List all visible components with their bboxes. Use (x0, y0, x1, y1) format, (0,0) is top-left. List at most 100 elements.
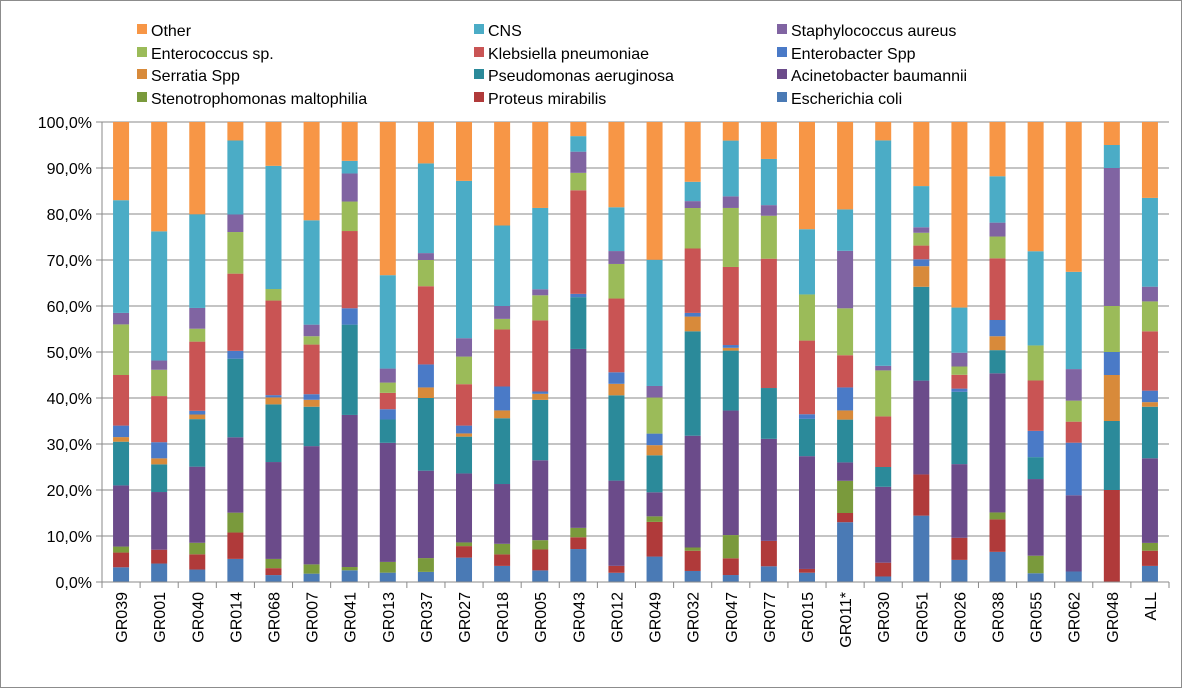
bar-segment (570, 527, 587, 538)
bar-segment (417, 364, 434, 388)
y-tick-label: 0,0% (56, 575, 92, 592)
bar-segment (570, 122, 587, 137)
x-category-label: GR062 (1067, 592, 1084, 643)
x-category-label: GR055 (1029, 592, 1046, 643)
bar-segment (265, 289, 282, 301)
bar-segment (456, 338, 473, 357)
bar-segment (532, 399, 549, 461)
bar-segment (684, 248, 701, 313)
bar-segment (570, 537, 587, 550)
bar-segment (151, 563, 168, 582)
x-category-label: GR068 (266, 592, 283, 643)
bar-segment (684, 316, 701, 332)
bar-segment (1065, 369, 1082, 401)
gridlines (96, 121, 1169, 583)
x-category-label: GR027 (457, 592, 474, 643)
bar-segment (417, 558, 434, 572)
bar-segment (684, 122, 701, 182)
bar-segment (303, 336, 320, 345)
bar-segment (837, 209, 854, 251)
bar-segment (837, 522, 854, 582)
bar-segment (303, 344, 320, 395)
bar-segment (341, 173, 358, 202)
legend-swatch (474, 92, 484, 102)
legend-label: Enterococcus sp. (151, 46, 274, 63)
bar-segment (341, 201, 358, 232)
bar-segment (189, 414, 206, 420)
bar-segment (722, 207, 739, 267)
bar-segment (189, 341, 206, 411)
bar-segment (646, 455, 663, 493)
x-category-label: GR077 (762, 592, 779, 643)
bar-segment (837, 462, 854, 481)
bar-segment (532, 391, 549, 394)
bar-segment (189, 419, 206, 467)
bar-segment (227, 273, 244, 351)
bar-segment (989, 176, 1006, 223)
bar-segment (951, 391, 968, 465)
bar-segment (570, 348, 587, 528)
y-tick-label: 30,0% (47, 437, 92, 454)
bar-segment (608, 207, 625, 252)
bar-segment (608, 395, 625, 481)
bar-segment (341, 122, 358, 161)
bar-segment (1027, 430, 1044, 458)
bar-segment (1027, 251, 1044, 346)
bar-segment (1141, 197, 1158, 287)
bar-segment (646, 385, 663, 398)
bar-segment (417, 253, 434, 260)
bar-segment (875, 467, 892, 487)
bar-segment (113, 425, 130, 438)
bar-segment (989, 512, 1006, 520)
y-tick-label: 80,0% (47, 207, 92, 224)
bar-segment (913, 232, 930, 246)
bar-segment (722, 410, 739, 536)
bar-segment (913, 259, 930, 267)
bar-segment (798, 418, 815, 457)
bar-segment (494, 386, 511, 411)
bar-segment (1141, 565, 1158, 582)
bar-segment (379, 368, 396, 383)
bar-segment (913, 245, 930, 260)
bar-segment (532, 320, 549, 392)
x-category-label: GR013 (381, 592, 398, 643)
bar-segment (227, 437, 244, 513)
bar-segment (608, 251, 625, 264)
bar-segment (227, 512, 244, 533)
legend-swatch (777, 69, 787, 79)
legend-label: Other (151, 23, 192, 40)
bar-segment (913, 227, 930, 233)
x-axis: GR039 GR001 GR040 GR014 GR068 GR007 GR041 GR013… (101, 581, 1170, 648)
legend-swatch (474, 24, 484, 34)
x-category-label: GR018 (495, 592, 512, 643)
bar-segment (417, 398, 434, 471)
bar-segment (379, 419, 396, 443)
bar-segment (379, 275, 396, 369)
bar-segment (494, 122, 511, 226)
bar-segment (1065, 495, 1082, 572)
bar-segment (989, 350, 1006, 374)
bar-segment (684, 312, 701, 317)
bar-segment (722, 350, 739, 411)
bar-segment (913, 186, 930, 228)
x-category-label: GR039 (114, 592, 131, 643)
bar-segment (189, 410, 206, 415)
x-category-label: GR040 (190, 592, 207, 643)
bar-segment (151, 231, 168, 361)
legend-swatch (137, 92, 147, 102)
x-category-label: GR038 (991, 592, 1008, 643)
bar-segment (722, 535, 739, 559)
legend-label: Klebsiella pneumoniae (488, 46, 649, 63)
legend-swatch (474, 47, 484, 57)
bar-segment (1103, 352, 1120, 375)
bar-segment (1141, 542, 1158, 551)
bar-segment (951, 559, 968, 582)
bar-segment (875, 370, 892, 417)
bar-segment (608, 565, 625, 573)
bar-segment (151, 464, 168, 493)
bar-segment (684, 331, 701, 436)
bar-segment (646, 433, 663, 446)
bar-segment (189, 466, 206, 543)
bar-segment (379, 122, 396, 276)
bar-segment (875, 486, 892, 563)
